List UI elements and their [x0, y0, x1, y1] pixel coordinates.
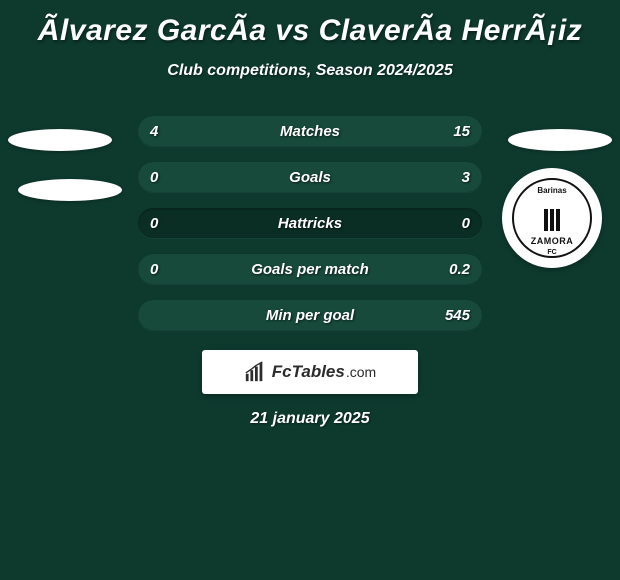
stat-row: 0Goals per match0.2: [138, 254, 482, 284]
stat-row: 4Matches15: [138, 116, 482, 146]
club-right-badge: Barinas ZAMORA FC: [502, 168, 602, 268]
club-right-bars: [544, 209, 560, 231]
club-right-city: Barinas: [537, 186, 566, 195]
stat-row: 0Hattricks0: [138, 208, 482, 238]
stat-value-right: 15: [453, 116, 470, 146]
subtitle: Club competitions, Season 2024/2025: [0, 62, 620, 80]
stat-rows: 4Matches150Goals30Hattricks00Goals per m…: [138, 116, 482, 346]
chart-icon: [244, 361, 266, 383]
club-right-name: ZAMORA: [531, 236, 574, 246]
player-left-avatar: [8, 129, 112, 151]
page-title: Ãlvarez GarcÃ­a vs ClaverÃ­a HerrÃ¡iz: [0, 0, 620, 48]
stat-label: Goals: [138, 162, 482, 192]
club-right-fc: FC: [547, 249, 556, 256]
brand-text: FcTables.com: [272, 362, 376, 382]
brand-badge: FcTables.com: [202, 350, 418, 394]
stat-value-right: 545: [445, 300, 470, 330]
brand-name: FcTables: [272, 362, 345, 382]
comparison-area: Barinas ZAMORA FC 4Matches150Goals30Hatt…: [0, 104, 620, 344]
brand-domain: .com: [346, 364, 376, 380]
stat-label: Hattricks: [138, 208, 482, 238]
player-right-avatar: [508, 129, 612, 151]
date-label: 21 january 2025: [0, 410, 620, 428]
stat-label: Min per goal: [138, 300, 482, 330]
stat-row: 0Goals3: [138, 162, 482, 192]
club-right-crest: Barinas ZAMORA FC: [512, 178, 592, 258]
stat-label: Goals per match: [138, 254, 482, 284]
stat-value-right: 0: [462, 208, 470, 238]
club-left-badge: [18, 179, 122, 201]
stat-row: Min per goal545: [138, 300, 482, 330]
stat-value-right: 0.2: [449, 254, 470, 284]
stat-value-right: 3: [462, 162, 470, 192]
stat-label: Matches: [138, 116, 482, 146]
